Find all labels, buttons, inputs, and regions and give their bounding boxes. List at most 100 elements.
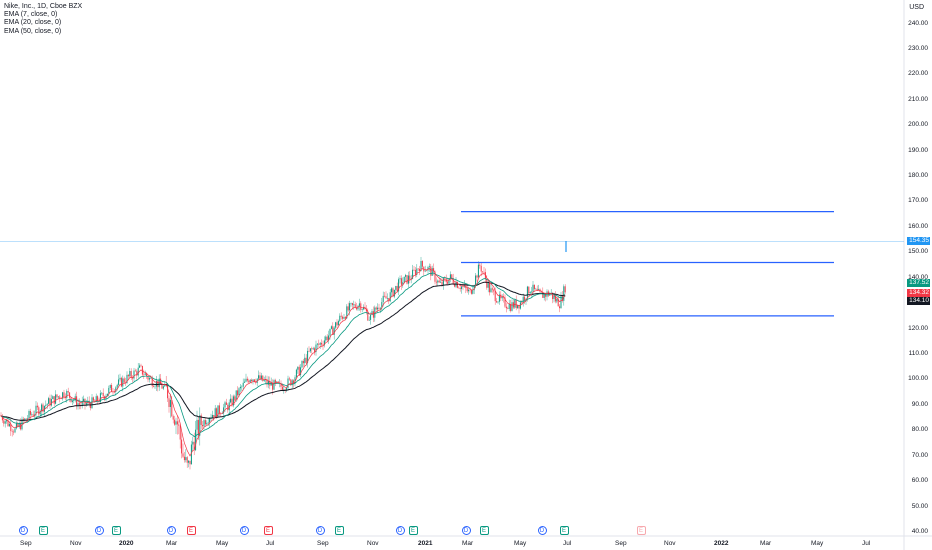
candle-body (147, 376, 149, 380)
dividend-marker[interactable]: D (94, 526, 104, 535)
candle-body (564, 286, 566, 293)
candle-body (67, 391, 69, 393)
candle-body (517, 305, 519, 309)
earnings-marker[interactable]: E (559, 526, 569, 535)
candle-body (375, 307, 377, 310)
candle-body (391, 288, 393, 293)
legend-symbol[interactable]: Nike, Inc., 1D, Cboe BZX (4, 3, 83, 10)
candle-body (213, 414, 215, 418)
candle-body (85, 403, 87, 405)
candle-body (365, 309, 367, 312)
candle-body (171, 399, 173, 417)
candle-body (224, 402, 226, 408)
currency-label[interactable]: USD (909, 4, 924, 11)
candle-body (241, 386, 243, 388)
dividend-marker[interactable]: D (395, 526, 405, 535)
candle-body (557, 298, 559, 307)
candle-body (536, 288, 538, 291)
candle-body (182, 453, 184, 457)
earnings-marker[interactable]: E (263, 526, 273, 535)
price-tick: 110.00 (908, 350, 928, 358)
earnings-marker[interactable]: E (186, 526, 196, 535)
candle-body (266, 379, 268, 385)
ema-7-line (0, 268, 566, 457)
candle-body (209, 418, 211, 423)
candle-body (55, 394, 57, 404)
candle-body (469, 289, 471, 291)
earnings-marker[interactable]: E (479, 526, 489, 535)
candle-body (22, 418, 24, 421)
legend-ema-7[interactable]: EMA (7, close, 0) (4, 11, 58, 19)
candle-body (185, 457, 187, 461)
candle-body (316, 343, 318, 345)
candle-body (500, 294, 502, 299)
candle-body (280, 383, 282, 387)
dividend-marker[interactable]: D (537, 526, 547, 535)
candle-body (272, 382, 274, 390)
candle-body (326, 336, 328, 341)
candle-body (92, 397, 94, 401)
candle-body (293, 380, 295, 383)
earnings-marker[interactable]: E (334, 526, 344, 535)
time-tick: May (514, 540, 527, 547)
candle-body (14, 428, 16, 433)
candle-body (230, 398, 232, 403)
candle-body (472, 290, 474, 294)
candle-body (195, 429, 197, 451)
earnings-marker[interactable]: E (38, 526, 48, 535)
candle-body (448, 278, 450, 284)
candle-body (507, 308, 509, 309)
dividend-marker[interactable]: D (315, 526, 325, 535)
candle-body (164, 384, 166, 387)
candle-body (333, 327, 335, 335)
price-tick: 150.00 (908, 248, 928, 256)
candle-body (389, 292, 391, 302)
candle-body (416, 268, 418, 275)
dividend-marker[interactable]: D (166, 526, 176, 535)
candle-body (529, 291, 531, 294)
candle-body (350, 303, 352, 304)
candle-body (461, 286, 463, 290)
candle-body (46, 403, 48, 405)
legend-ema-20[interactable]: EMA (20, close, 0) (4, 19, 62, 27)
time-tick: May (216, 540, 229, 547)
candle-body (556, 298, 558, 302)
price-tick: 90.00 (911, 400, 928, 408)
time-tick: Sep (317, 540, 329, 547)
earnings-marker[interactable]: E (408, 526, 418, 535)
candle-body (146, 373, 148, 377)
candle-body (0, 415, 2, 417)
dividend-marker[interactable]: D (18, 526, 28, 535)
candle-body (267, 380, 269, 385)
dividend-marker[interactable]: D (239, 526, 249, 535)
candle-body (28, 410, 30, 419)
price-tick: 160.00 (908, 222, 928, 230)
candle-body (274, 380, 276, 383)
candle-body (29, 410, 31, 415)
earnings-marker[interactable]: E (636, 526, 646, 535)
candle-body (381, 302, 383, 309)
candle-body (6, 419, 8, 422)
dividend-marker[interactable]: D (461, 526, 471, 535)
candle-body (238, 388, 240, 396)
candle-body (403, 276, 405, 283)
candle-body (161, 384, 163, 389)
candle-body (258, 375, 260, 379)
horizontal-levels[interactable] (461, 211, 834, 317)
candle-body (301, 361, 303, 368)
candle-body (483, 271, 485, 273)
time-tick: Jul (266, 540, 275, 547)
candle-body (447, 282, 449, 284)
candle-body (407, 275, 409, 284)
candle-body (83, 398, 85, 402)
earnings-marker[interactable]: E (111, 526, 121, 535)
legend-ema-50[interactable]: EMA (50, close, 0) (4, 27, 62, 35)
candle-body (452, 278, 454, 284)
candle-body (358, 303, 360, 306)
price-tick: 50.00 (911, 502, 928, 510)
candle-body (151, 378, 153, 387)
candle-body (346, 306, 348, 319)
candle-body (283, 389, 285, 391)
candle-body (339, 315, 341, 322)
